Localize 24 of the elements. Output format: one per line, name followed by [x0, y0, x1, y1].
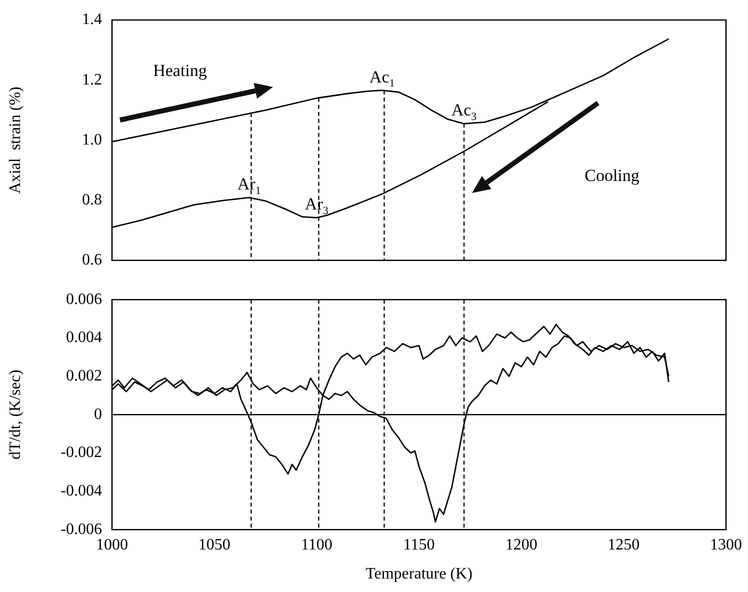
x-tick-label: 1250 [608, 536, 640, 554]
y-tick-label: -0.004 [60, 482, 102, 500]
x-tick-label: 1300 [710, 536, 742, 554]
y-axis-title: dT/dt, (K/sec) [6, 370, 24, 460]
y-tick-label: 0.006 [66, 290, 102, 308]
x-tick-label: 1050 [198, 536, 230, 554]
x-tick-label: 1150 [403, 536, 435, 554]
annotation: Cooling [584, 166, 640, 185]
x-axis-title: Temperature (K) [366, 566, 472, 583]
y-tick-label: -0.006 [60, 520, 102, 538]
annotation: Heating [153, 61, 208, 80]
y-tick-label: 1.0 [82, 131, 102, 148]
x-tick-label: 1100 [300, 536, 332, 554]
x-tick-label: 1200 [505, 536, 538, 554]
y-tick-label: 0.004 [66, 329, 102, 346]
y-tick-label: 0.002 [66, 367, 102, 384]
y-axis-title: Axial strain (%) [6, 86, 24, 194]
y-tick-label: 0.8 [82, 192, 102, 209]
y-tick-label: 0.6 [82, 252, 102, 269]
x-tick-label: 1000 [96, 536, 128, 554]
y-tick-label: 0 [94, 406, 102, 423]
y-tick-label: -0.002 [60, 444, 102, 462]
y-tick-label: 1.4 [82, 11, 102, 28]
y-tick-label: 1.2 [82, 71, 102, 88]
